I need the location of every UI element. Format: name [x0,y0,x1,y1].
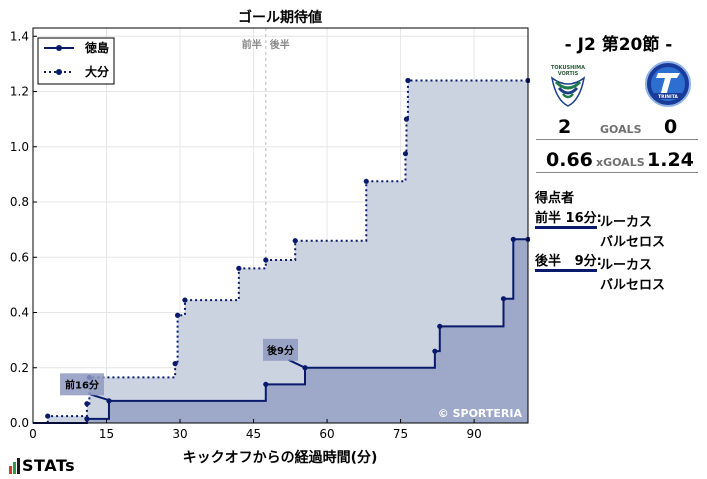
data-point [405,77,411,84]
y-tick-label: 1.4 [10,29,29,43]
x-tick-label: 45 [246,427,261,441]
home-goals: 2 [558,116,572,138]
y-tick-label: 1.0 [10,140,29,154]
svg-text:TRINITA: TRINITA [658,94,678,100]
legend: 徳島 大分 [37,37,115,85]
halftime-label-second: 後半 [270,38,290,51]
annotations: 前16分 後9分 [60,338,306,402]
goals-label: GOALS [600,123,642,136]
y-tick-label: 0.4 [10,306,29,320]
data-point [510,236,516,242]
legend-marker-away [56,69,62,75]
data-point [292,238,298,244]
goal-scorer: ルーカス [600,215,653,230]
axes: 0 15 30 45 60 75 90 0.0 0.2 0.4 0.6 0.8 1.0 1.2 1.4 [10,27,529,441]
goal-time: 前半 16分 [535,211,597,229]
data-point [84,401,90,407]
annotation-pointer [89,393,112,402]
x-axis-label: キックオフからの経過時間(分) [183,449,378,466]
data-point [263,257,269,263]
data-point [84,416,90,422]
match-panel: - J2 第20節 - TOKUSHIMA VORTIS TRINITA 2 G… [530,0,707,479]
data-point [172,361,178,367]
data-point [437,323,443,329]
data-point [432,348,438,354]
chart-title: ゴール期待値 [238,9,322,26]
svg-text:TOKUSHIMA: TOKUSHIMA [551,65,585,71]
y-tick-label: 1.2 [10,85,29,99]
annotation-box [60,373,105,396]
legend-label-home: 徳島 [84,40,109,55]
away-crest-icon: TRINITA [644,60,692,108]
x-tick-label: 15 [99,427,114,441]
watermark: © SPORTERIA [438,407,523,420]
legend-marker-home [56,45,62,51]
divider [536,139,698,140]
goal-scorer-2: バルセロス [600,235,666,250]
area-fill-series-0 [33,239,528,423]
svg-text:VORTIS: VORTIS [558,71,579,77]
xg-chart: ゴール期待値 前半 後半 0 15 30 45 60 75 90 0.0 0.2 0.4 0.6 0.8… [10,9,530,466]
goal-time: 後半 9分 [535,254,597,272]
goal-scorer: ルーカス [600,258,653,273]
annotation-label: 前16分 [65,378,99,391]
data-point [45,413,51,419]
data-point [403,116,410,122]
data-point [402,151,409,157]
y-tick-label: 0.2 [10,361,29,375]
y-tick-label: 0.8 [10,195,29,209]
halftime-label-first: 前半 [242,38,262,51]
data-point [182,297,188,303]
scorers-heading: 得点者 [535,191,575,206]
x-tick-label: 30 [172,427,187,441]
stats-logo-icon [9,458,20,474]
annotation-label: 後9分 [267,344,294,357]
home-xg: 0.66 [546,149,593,171]
y-tick-label: 0.6 [10,250,29,264]
area-fill-series-1 [33,80,528,424]
data-point [363,178,369,184]
data-point [174,312,181,318]
data-point [263,381,269,387]
data-point [500,296,507,302]
x-tick-label: 75 [393,427,408,441]
x-tick-label: 0 [29,427,37,441]
stats-logo-text: STATs [22,456,76,475]
x-tick-label: 60 [319,427,334,441]
area-fills [33,80,528,424]
x-tick-label: 90 [466,427,481,441]
home-crest-icon: TOKUSHIMA VORTIS [544,60,592,108]
divider [536,172,698,173]
match-title: - J2 第20節 - [564,35,673,55]
goal-entry: 前半 16分: [535,211,602,229]
xg-label: xGOALS [596,156,645,169]
goal-scorer-2: バルセロス [600,278,666,293]
away-goals: 0 [664,116,678,138]
legend-label-away: 大分 [85,64,109,79]
away-xg: 1.24 [647,149,694,171]
goal-entry: 後半 9分: [535,254,602,272]
plot-frame [32,27,529,424]
annotation-pointer [288,358,306,369]
y-tick-label: 0.0 [10,416,29,430]
data-point [236,265,242,271]
annotation-box [263,338,298,361]
